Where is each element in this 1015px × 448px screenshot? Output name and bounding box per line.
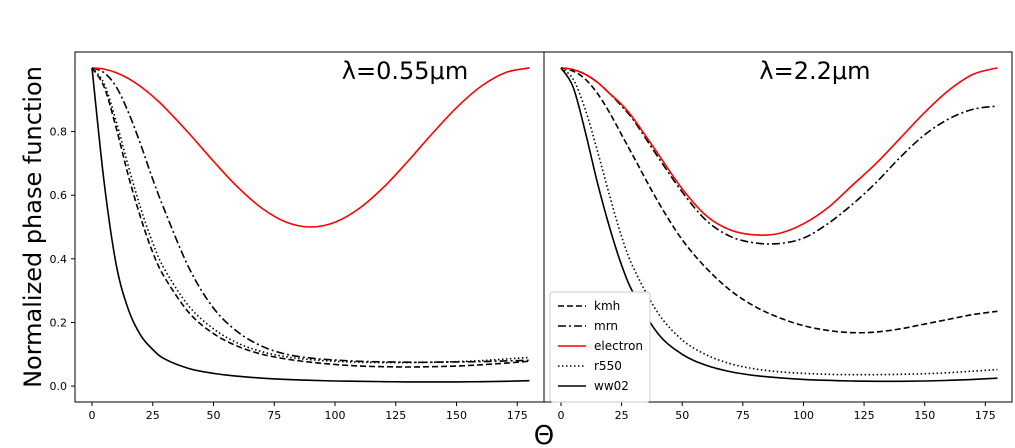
- x-axis-label: Θ: [534, 421, 554, 448]
- panel-title: λ=0.55μm: [342, 57, 468, 85]
- x-tick-label: 125: [385, 409, 406, 422]
- y-axis-label: Normalized phase function: [19, 66, 47, 388]
- x-tick-label: 125: [854, 409, 875, 422]
- legend-label-mrn: mrn: [594, 319, 618, 333]
- series-line-electron: [560, 67, 998, 236]
- series-line-ww02: [91, 67, 530, 383]
- y-tick-label: 0.0: [50, 380, 68, 393]
- x-tick-label: 50: [207, 409, 221, 422]
- x-tick-label: 175: [507, 409, 528, 422]
- legend-label-electron: electron: [594, 339, 643, 353]
- series-line-mrn: [560, 67, 998, 245]
- y-tick-label: 0.8: [50, 126, 68, 139]
- series-line-electron: [91, 67, 530, 228]
- legend: kmh mrn electron r550 ww02: [549, 291, 651, 403]
- x-tick-label: 175: [975, 409, 996, 422]
- series-line-kmh: [560, 67, 998, 334]
- panel-left: 0 25 50 75 100 125 150 175 0.0 0.2 0.4 0.6 0.8 λ=0.55…: [50, 51, 545, 422]
- x-tick-label: 100: [325, 409, 346, 422]
- series-line-ww02: [560, 67, 998, 383]
- panel-title: λ=2.2μm: [759, 57, 870, 85]
- legend-label-kmh: kmh: [594, 299, 620, 313]
- x-tick-label: 0: [557, 409, 564, 422]
- legend-label-ww02: ww02: [594, 379, 629, 393]
- series-line-kmh: [91, 67, 530, 368]
- y-tick-label: 0.6: [50, 189, 68, 202]
- x-tick-label: 25: [615, 409, 629, 422]
- series-line-mrn: [91, 67, 530, 364]
- x-tick-label: 150: [446, 409, 467, 422]
- x-tick-label: 100: [793, 409, 814, 422]
- x-tick-label: 50: [675, 409, 689, 422]
- panel-right: 0 25 50 75 100 125 150 175 λ=2.2μm kmh mrn electron…: [543, 51, 1013, 422]
- x-tick-label: 0: [89, 409, 96, 422]
- x-tick-label: 75: [736, 409, 750, 422]
- y-tick-label: 0.4: [50, 253, 68, 266]
- x-tick-label: 150: [914, 409, 935, 422]
- axes-frame: [543, 51, 1013, 403]
- series-line-r550: [91, 67, 530, 364]
- x-tick-label: 25: [146, 409, 160, 422]
- x-tick-label: 75: [267, 409, 281, 422]
- legend-box: [549, 291, 651, 403]
- legend-label-r550: r550: [594, 359, 622, 373]
- y-tick-label: 0.2: [50, 316, 68, 329]
